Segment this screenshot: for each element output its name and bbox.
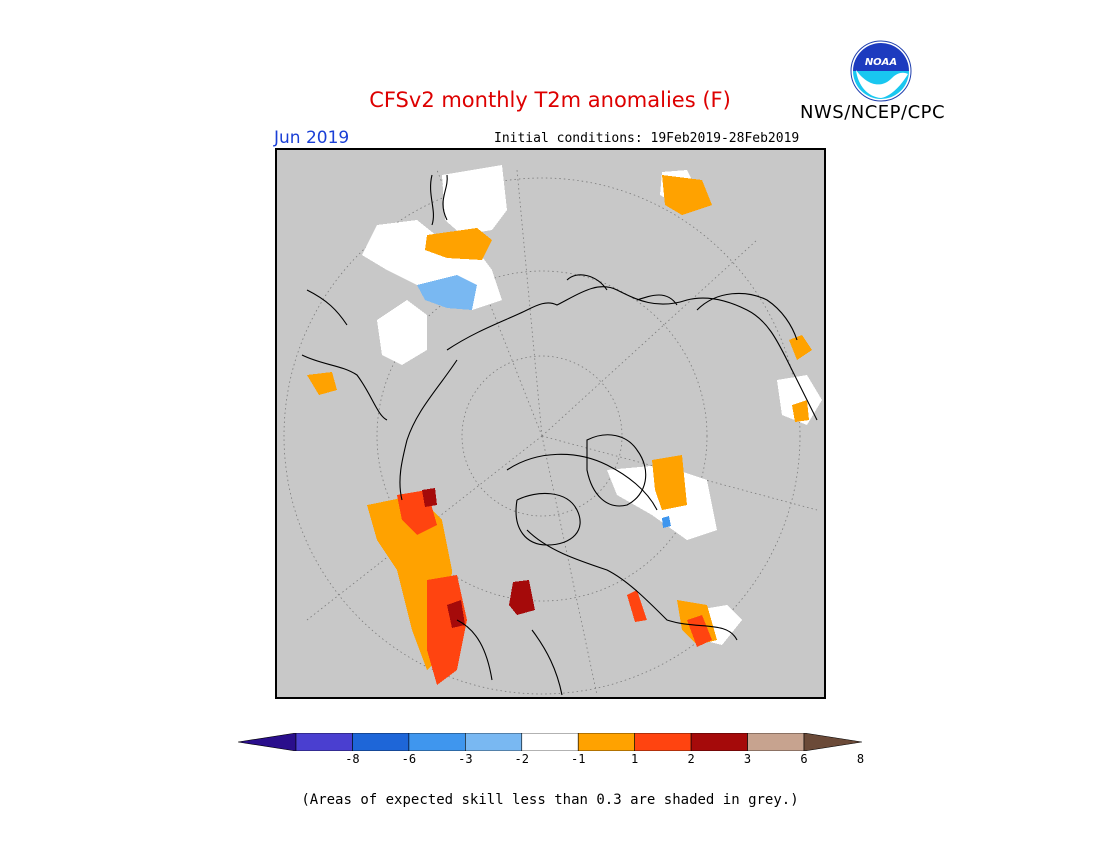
legend-tick-label: -6 <box>401 752 417 766</box>
coastlines <box>301 174 818 696</box>
legend-tick-label: -2 <box>514 752 529 766</box>
color-legend-ticks: -8 -6 -3 -2 -1 1 2 3 6 8 <box>238 752 865 768</box>
map-graticule <box>283 169 818 696</box>
legend-tick-label: 2 <box>687 752 695 766</box>
color-legend-bar <box>237 732 863 752</box>
polar-anomaly-map <box>275 148 826 699</box>
orange-anomaly-region <box>652 455 687 510</box>
legend-bin <box>295 732 353 752</box>
skill-footnote: (Areas of expected skill less than 0.3 a… <box>301 792 799 808</box>
legend-bin <box>803 732 863 752</box>
legend-bin <box>408 732 466 752</box>
blue-anomaly-region <box>662 516 671 528</box>
legend-bin <box>747 732 805 752</box>
orange-anomaly-region <box>662 175 712 215</box>
white-anomaly-region <box>777 375 822 425</box>
legend-bin <box>237 732 297 752</box>
legend-bin <box>577 732 635 752</box>
white-anomaly-region <box>442 165 507 235</box>
map-canvas <box>283 165 822 696</box>
noaa-logo-text: NOAA <box>865 57 897 68</box>
orange-anomaly-region <box>792 400 809 422</box>
red-anomaly-region <box>427 575 467 685</box>
noaa-logo: NOAA <box>850 40 912 102</box>
initial-conditions: Initial conditions: 19Feb2019-28Feb2019 <box>494 131 800 146</box>
legend-tick-label: 8 <box>856 752 865 766</box>
darkred-anomaly-region <box>422 488 437 507</box>
chart-title: CFSv2 monthly T2m anomalies (F) <box>369 88 731 112</box>
legend-tick-label: 3 <box>743 752 752 766</box>
legend-tick-label: -8 <box>345 752 360 766</box>
blue-anomaly-region <box>417 275 477 310</box>
anomaly-patches <box>307 165 822 685</box>
agency-label: NWS/NCEP/CPC <box>800 102 946 123</box>
legend-tick-label: -3 <box>458 752 473 766</box>
legend-bin <box>634 732 692 752</box>
legend-tick-label: 6 <box>800 752 808 766</box>
legend-bin <box>521 732 579 752</box>
legend-tick-label: 1 <box>631 752 639 766</box>
legend-tick-label: -1 <box>570 752 586 766</box>
orange-anomaly-region <box>789 335 812 360</box>
darkred-anomaly-region <box>447 600 465 628</box>
legend-bin <box>352 732 410 752</box>
forecast-month: Jun 2019 <box>274 128 350 148</box>
white-anomaly-region <box>377 300 427 365</box>
red-anomaly-region <box>687 615 712 647</box>
darkred-anomaly-region <box>509 580 535 615</box>
orange-anomaly-region <box>425 228 492 260</box>
legend-bin <box>465 732 523 752</box>
red-anomaly-region <box>627 590 647 622</box>
legend-bin <box>690 732 748 752</box>
orange-anomaly-region <box>307 372 337 395</box>
